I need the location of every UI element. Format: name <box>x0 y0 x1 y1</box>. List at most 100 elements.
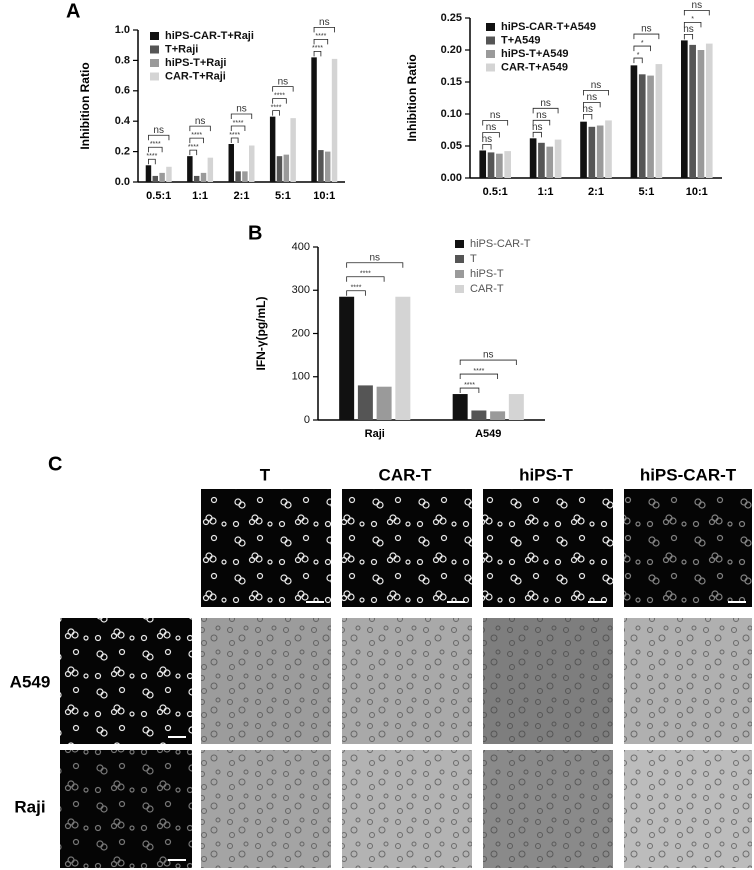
y-tick-label: 0 <box>304 414 310 426</box>
y-tick-label: 0.05 <box>441 140 462 152</box>
significance-label: **** <box>274 92 285 99</box>
significance-label: ns <box>195 116 206 127</box>
significance-bracket <box>583 114 593 120</box>
y-tick-label: 0.15 <box>441 76 462 88</box>
bar <box>290 118 296 182</box>
y-axis-label: Inhibition Ratio <box>78 62 92 149</box>
legend-swatch <box>486 23 495 31</box>
significance-label: ns <box>153 125 164 136</box>
row-label: A549 <box>10 672 51 691</box>
bar <box>689 44 696 178</box>
significance-bracket <box>683 10 710 16</box>
bar <box>166 166 172 182</box>
significance-label: ns <box>532 122 543 133</box>
y-tick-label: 0.20 <box>441 44 462 56</box>
significance-label: * <box>641 40 644 47</box>
significance-label: **** <box>191 132 202 139</box>
gap <box>613 618 624 868</box>
y-tick-label: 100 <box>292 371 310 383</box>
legend-swatch <box>486 50 495 58</box>
legend-label: hiPS-CAR-T+A549 <box>501 21 596 33</box>
micrograph <box>624 489 752 607</box>
bar <box>452 394 468 420</box>
bar <box>339 296 355 420</box>
bar <box>471 410 487 420</box>
significance-bracket <box>230 125 246 131</box>
significance-bracket <box>482 132 500 138</box>
micrograph <box>483 489 613 607</box>
significance-label: ns <box>236 104 247 115</box>
significance-label: **** <box>315 33 326 40</box>
significance-bracket <box>532 131 542 138</box>
bar <box>588 126 596 178</box>
significance-bracket <box>230 113 253 119</box>
y-tick-label: 0.8 <box>115 54 130 66</box>
bar <box>546 146 554 178</box>
x-tick-label: 0.5:1 <box>483 186 508 198</box>
bar <box>538 142 545 178</box>
bar <box>159 172 165 182</box>
significance-label: ns <box>587 92 598 103</box>
y-tick-label: 0.10 <box>441 108 462 120</box>
significance-label: ns <box>582 104 593 115</box>
bar <box>487 152 495 178</box>
significance-bracket <box>148 134 170 141</box>
significance-bracket <box>633 45 651 52</box>
bar <box>324 151 331 182</box>
bar <box>318 150 324 182</box>
bar <box>580 121 587 178</box>
significance-label: **** <box>233 120 244 127</box>
x-tick-label: 5:1 <box>638 186 654 198</box>
legend-label: hiPS-T+A549 <box>501 48 569 60</box>
bar <box>479 150 487 178</box>
panel-label: A <box>66 0 80 22</box>
legend-label: T+Raji <box>165 43 198 55</box>
legend-label: hiPS-T+Raji <box>165 57 226 69</box>
significance-bracket <box>313 38 329 45</box>
bar <box>242 171 248 182</box>
column-label: T <box>260 465 271 484</box>
row-label: Raji <box>14 797 45 816</box>
legend-label: hiPS-CAR-T <box>470 238 531 250</box>
significance-bracket <box>272 110 280 116</box>
x-tick-label: 1:1 <box>192 190 208 202</box>
bar <box>187 156 193 182</box>
significance-bracket <box>346 262 404 268</box>
significance-bracket <box>189 149 198 156</box>
bar <box>269 116 276 182</box>
column-label: hiPS-T <box>519 465 573 484</box>
significance-label: ns <box>482 134 493 145</box>
significance-label: ns <box>536 110 547 121</box>
significance-label: ns <box>369 252 380 263</box>
significance-label: ns <box>483 350 494 361</box>
legend-swatch <box>455 270 464 278</box>
legend-swatch <box>150 45 159 54</box>
significance-bracket <box>272 98 287 104</box>
column-label: CAR-T <box>379 465 432 484</box>
significance-bracket <box>313 50 322 57</box>
bar <box>207 157 214 182</box>
legend-label: CAR-T+Raji <box>165 70 226 82</box>
bar <box>376 386 392 420</box>
significance-bracket <box>230 137 239 143</box>
significance-label: ns <box>486 122 497 133</box>
significance-label: * <box>691 16 694 23</box>
significance-bracket <box>189 137 204 144</box>
significance-label: ns <box>692 0 703 11</box>
gap <box>331 618 342 868</box>
legend-swatch <box>455 255 464 263</box>
significance-label: ns <box>540 98 551 109</box>
significance-bracket <box>459 359 517 366</box>
significance-label: **** <box>188 144 199 151</box>
significance-bracket <box>583 102 601 108</box>
bar <box>145 165 152 182</box>
significance-bracket <box>683 22 702 28</box>
significance-bracket <box>633 33 660 40</box>
micrograph <box>342 489 472 607</box>
legend-swatch <box>486 63 495 72</box>
significance-label: ns <box>641 24 652 35</box>
legend-swatch <box>150 72 159 81</box>
significance-bracket <box>532 119 551 126</box>
x-tick-label: 2:1 <box>588 186 604 198</box>
legend-label: hiPS-T <box>470 268 504 280</box>
